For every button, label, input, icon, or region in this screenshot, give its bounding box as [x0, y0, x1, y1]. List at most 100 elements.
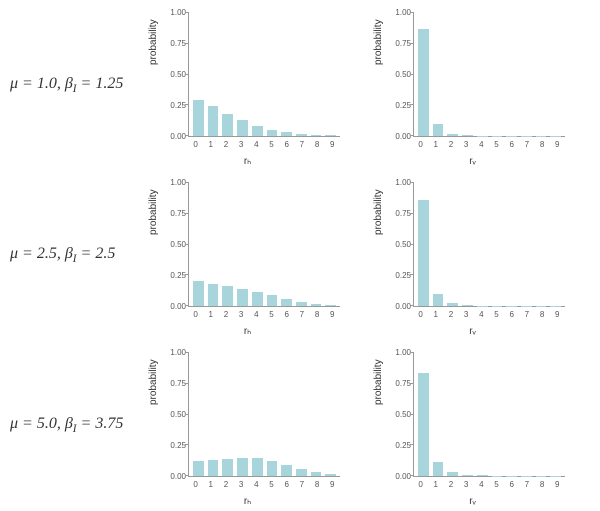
x-tick-label: 1: [434, 480, 438, 489]
bar: [447, 134, 458, 136]
x-axis-label: rₕ: [244, 156, 251, 167]
x-ticks: 0123456789: [188, 310, 340, 319]
bar: [462, 475, 473, 476]
beta-label: βI = 3.75: [65, 415, 124, 432]
row-parameter-label: μ = 2.5, βI = 2.5: [10, 245, 150, 265]
bar: [325, 474, 336, 476]
x-tick-label: 8: [540, 140, 544, 149]
bar: [281, 132, 292, 136]
x-tick-label: 1: [434, 310, 438, 319]
bar: [208, 106, 219, 136]
bar: [267, 130, 278, 136]
bar: [193, 461, 204, 476]
x-tick-label: 0: [193, 480, 197, 489]
x-tick-label: 9: [330, 140, 334, 149]
bar: [252, 126, 263, 136]
chart: probability0.000.250.500.751.00012345678…: [375, 345, 570, 505]
bar: [418, 200, 429, 306]
chart: probability0.000.250.500.751.00012345678…: [150, 5, 345, 165]
bars-container: [414, 13, 565, 136]
chart-row: μ = 1.0, βI = 1.25probability0.000.250.5…: [0, 0, 600, 170]
x-tick-label: 8: [315, 140, 319, 149]
x-tick-label: 5: [494, 140, 498, 149]
bars-container: [189, 13, 340, 136]
x-tick-label: 8: [540, 480, 544, 489]
x-ticks: 0123456789: [413, 310, 565, 319]
bars-container: [414, 183, 565, 306]
bar: [447, 303, 458, 306]
x-tick-label: 7: [525, 140, 529, 149]
x-tick-label: 0: [418, 310, 422, 319]
x-tick-label: 2: [224, 480, 228, 489]
bar: [296, 302, 307, 306]
mu-label: μ = 5.0: [10, 415, 57, 432]
chart-row: μ = 5.0, βI = 3.75probability0.000.250.5…: [0, 340, 600, 510]
bar: [433, 294, 444, 306]
x-tick-label: 5: [269, 140, 273, 149]
chart-grid: μ = 1.0, βI = 1.25probability0.000.250.5…: [0, 0, 600, 510]
x-tick-label: 5: [494, 310, 498, 319]
x-tick-label: 6: [284, 480, 288, 489]
mu-label: μ = 2.5: [10, 245, 57, 262]
bar: [222, 114, 233, 136]
x-tick-label: 3: [464, 140, 468, 149]
bar: [281, 465, 292, 476]
y-ticks: 0.000.250.500.751.00: [158, 183, 186, 307]
x-tick-label: 0: [418, 140, 422, 149]
x-tick-label: 3: [239, 140, 243, 149]
bar: [208, 284, 219, 306]
bar: [267, 295, 278, 306]
chart: probability0.000.250.500.751.00012345678…: [150, 175, 345, 335]
row-parameter-label: μ = 1.0, βI = 1.25: [10, 75, 150, 95]
plot-area: [413, 353, 565, 477]
x-axis-label: rᵥ: [469, 326, 476, 337]
bar: [267, 461, 278, 476]
chart-pair: probability0.000.250.500.751.00012345678…: [150, 175, 570, 335]
x-tick-label: 2: [449, 480, 453, 489]
x-tick-label: 9: [330, 310, 334, 319]
y-ticks: 0.000.250.500.751.00: [383, 183, 411, 307]
x-tick-label: 4: [254, 480, 258, 489]
chart-pair: probability0.000.250.500.751.00012345678…: [150, 345, 570, 505]
chart-row: μ = 2.5, βI = 2.5probability0.000.250.50…: [0, 170, 600, 340]
bar: [325, 135, 336, 136]
bar: [237, 458, 248, 476]
x-tick-label: 6: [509, 310, 513, 319]
bar: [252, 458, 263, 476]
x-tick-label: 0: [193, 140, 197, 149]
bar: [477, 475, 488, 476]
x-tick-label: 9: [555, 310, 559, 319]
x-tick-label: 6: [284, 310, 288, 319]
x-tick-label: 0: [193, 310, 197, 319]
x-tick-label: 2: [449, 140, 453, 149]
bar: [447, 472, 458, 476]
chart: probability0.000.250.500.751.00012345678…: [375, 175, 570, 335]
x-tick-label: 3: [239, 480, 243, 489]
x-tick-label: 7: [300, 140, 304, 149]
x-tick-label: 4: [479, 140, 483, 149]
bar: [311, 135, 322, 136]
x-axis-label: rₕ: [244, 326, 251, 337]
x-tick-label: 7: [300, 310, 304, 319]
x-tick-label: 3: [464, 310, 468, 319]
y-ticks: 0.000.250.500.751.00: [383, 353, 411, 477]
x-ticks: 0123456789: [188, 480, 340, 489]
x-tick-label: 7: [525, 310, 529, 319]
chart: probability0.000.250.500.751.00012345678…: [375, 5, 570, 165]
x-tick-label: 4: [254, 140, 258, 149]
x-tick-label: 7: [525, 480, 529, 489]
x-tick-label: 5: [269, 480, 273, 489]
x-tick-label: 1: [434, 140, 438, 149]
x-ticks: 0123456789: [413, 480, 565, 489]
x-tick-label: 1: [209, 480, 213, 489]
x-tick-label: 9: [330, 480, 334, 489]
x-tick-label: 5: [269, 310, 273, 319]
x-tick-label: 8: [540, 310, 544, 319]
bar: [296, 469, 307, 476]
bar: [462, 305, 473, 306]
plot-area: [413, 183, 565, 307]
x-tick-label: 4: [479, 480, 483, 489]
bar: [237, 120, 248, 136]
plot-area: [188, 183, 340, 307]
x-tick-label: 6: [509, 140, 513, 149]
